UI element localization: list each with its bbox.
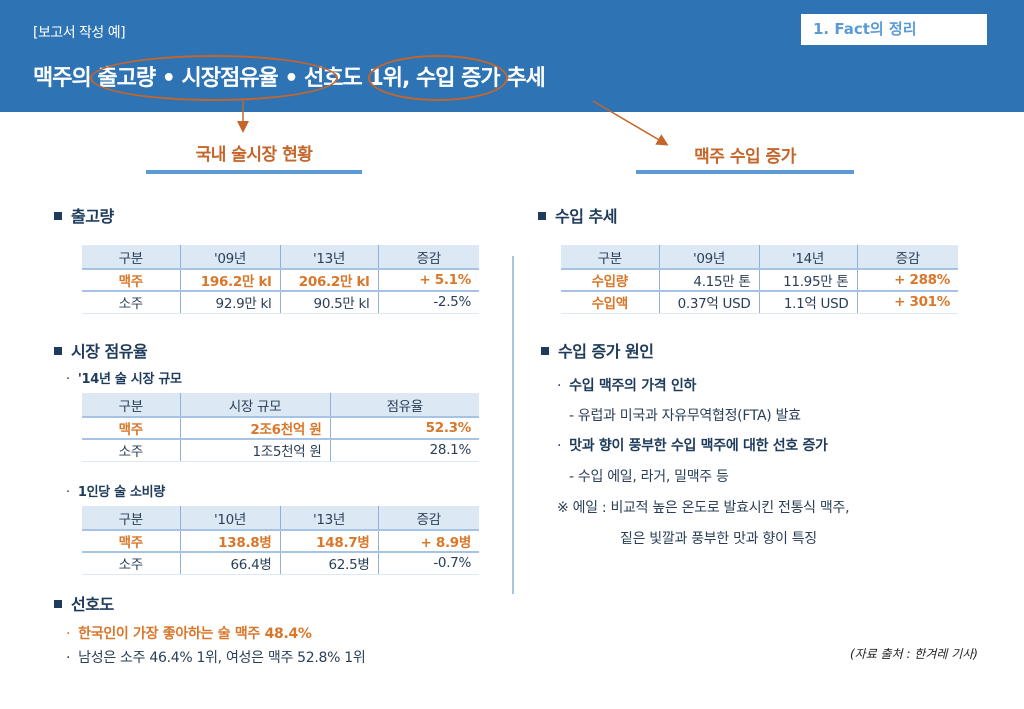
- column-header: 구분: [82, 245, 180, 270]
- cause-detail: - 수입 에일, 라거, 밀맥주 등: [569, 469, 729, 485]
- table-cell: 4.15만 톤: [658, 269, 759, 292]
- column-header: 증감: [377, 245, 479, 270]
- column-divider: [512, 256, 514, 594]
- preference-bullet: · 남성은 소주 46.4% 1위, 여성은 맥주 52.8% 1위: [66, 650, 366, 666]
- column-header: '13년: [279, 245, 378, 270]
- cause-bullet: · 맛과 향이 풍부한 수입 맥주에 대한 선호 증가: [557, 438, 828, 454]
- ale-note: ※ 에일 : 비교적 높은 온도로 발효시킨 전통식 맥주,: [557, 500, 850, 516]
- column-header: 증감: [377, 506, 479, 531]
- square-bullet-icon: [538, 211, 546, 220]
- table-cell: -2.5%: [377, 291, 479, 314]
- table-cell: 66.4병: [179, 552, 280, 575]
- table-cell: 28.1%: [329, 439, 479, 462]
- column-header: 증감: [856, 245, 958, 270]
- table-cell: + 5.1%: [377, 269, 479, 292]
- table-header-row: 구분 '09년 '14년 증감: [561, 245, 958, 270]
- cause-bullet: · 수입 맥주의 가격 인하: [557, 378, 697, 394]
- report-tag: [보고서 작성 예]: [33, 25, 126, 41]
- table-cell: 206.2만 kl: [279, 269, 378, 292]
- table-row: 수입액 0.37억 USD 1.1억 USD + 301%: [561, 291, 958, 314]
- highlight-ellipse-domestic: [90, 55, 338, 101]
- column-header: '09년: [179, 245, 280, 270]
- table-row: 소주 92.9만 kl 90.5만 kl -2.5%: [82, 291, 479, 314]
- table-cell: 92.9만 kl: [179, 291, 280, 314]
- table-cell: 62.5병: [279, 552, 378, 575]
- domestic-section-title: 국내 술시장 현황: [195, 145, 313, 165]
- column-header: '13년: [279, 506, 378, 531]
- import-section-title: 맥주 수입 증가: [694, 147, 796, 167]
- import-causes-heading: 수입 증가 원인: [541, 338, 654, 362]
- table-cell: 11.95만 톤: [758, 269, 857, 292]
- column-header: '09년: [658, 245, 759, 270]
- column-header: '10년: [179, 506, 280, 531]
- column-header: 시장 규모: [179, 393, 330, 418]
- table-cell: 2조6천억 원: [179, 417, 330, 440]
- shipment-table: 구분 '09년 '13년 증감 맥주 196.2만 kl 206.2만 kl + 5.…: [82, 245, 479, 314]
- table-cell: 소주: [82, 291, 180, 314]
- section-badge: 1. Fact의 정리: [801, 14, 987, 45]
- table-cell: -0.7%: [377, 552, 479, 575]
- source-citation: (자료 출처 : 한겨레 기사): [849, 647, 978, 661]
- preference-bullet: · 한국인이 가장 좋아하는 술 맥주 48.4%: [66, 626, 312, 642]
- highlight-ellipse-import: [368, 55, 508, 101]
- table-row: 맥주 138.8병 148.7병 + 8.9병: [82, 530, 479, 553]
- import-section-underline: [636, 170, 854, 174]
- table-cell: 196.2만 kl: [179, 269, 280, 292]
- column-header: '14년: [758, 245, 857, 270]
- shipment-heading: 출고량: [54, 203, 114, 227]
- table-header-row: 구분 '09년 '13년 증감: [82, 245, 479, 270]
- table-row: 맥주 2조6천억 원 52.3%: [82, 417, 479, 440]
- table-cell: 수입량: [561, 269, 659, 292]
- table-cell: + 301%: [856, 291, 958, 314]
- import-trend-table: 구분 '09년 '14년 증감 수입량 4.15만 톤 11.95만 톤 + 288%…: [561, 245, 958, 314]
- market-share-heading: 시장 점유율: [54, 338, 148, 362]
- ale-note-continued: 짙은 빛깔과 풍부한 맛과 향이 특징: [620, 531, 817, 547]
- table-row: 소주 66.4병 62.5병 -0.7%: [82, 552, 479, 575]
- square-bullet-icon: [54, 211, 62, 220]
- per-capita-table: 구분 '10년 '13년 증감 맥주 138.8병 148.7병 + 8.9병 소주 6…: [82, 506, 479, 575]
- table-cell: 148.7병: [279, 530, 378, 553]
- table-cell: 맥주: [82, 417, 180, 440]
- table-cell: 138.8병: [179, 530, 280, 553]
- table-cell: + 288%: [856, 269, 958, 292]
- table-cell: 1.1억 USD: [758, 291, 857, 314]
- import-trend-heading: 수입 추세: [538, 203, 617, 227]
- table-cell: 0.37억 USD: [658, 291, 759, 314]
- preference-heading: 선호도: [54, 591, 114, 615]
- table-cell: 맥주: [82, 269, 180, 292]
- table-row: 소주 1조5천억 원 28.1%: [82, 439, 479, 462]
- column-header: 점유율: [329, 393, 479, 418]
- table-cell: 1조5천억 원: [179, 439, 330, 462]
- table-cell: 90.5만 kl: [279, 291, 378, 314]
- table-cell: 맥주: [82, 530, 180, 553]
- table-cell: 소주: [82, 552, 180, 575]
- column-header: 구분: [82, 393, 180, 418]
- domestic-section-underline: [146, 170, 362, 174]
- table-cell: 수입액: [561, 291, 659, 314]
- per-capita-subheading: · 1인당 술 소비량: [66, 485, 166, 500]
- column-header: 구분: [561, 245, 659, 270]
- square-bullet-icon: [541, 346, 549, 355]
- table-header-row: 구분 시장 규모 점유율: [82, 393, 479, 418]
- square-bullet-icon: [54, 346, 62, 355]
- market-size-subheading: · '14년 술 시장 규모: [66, 372, 182, 387]
- table-cell: 52.3%: [329, 417, 479, 440]
- table-cell: 소주: [82, 439, 180, 462]
- cause-detail: - 유럽과 미국과 자유무역협정(FTA) 발효: [569, 408, 801, 424]
- table-header-row: 구분 '10년 '13년 증감: [82, 506, 479, 531]
- market-size-table: 구분 시장 규모 점유율 맥주 2조6천억 원 52.3% 소주 1조5천억 원 28.…: [82, 393, 479, 462]
- table-row: 수입량 4.15만 톤 11.95만 톤 + 288%: [561, 269, 958, 292]
- table-row: 맥주 196.2만 kl 206.2만 kl + 5.1%: [82, 269, 479, 292]
- table-cell: + 8.9병: [377, 530, 479, 553]
- square-bullet-icon: [54, 599, 62, 608]
- column-header: 구분: [82, 506, 180, 531]
